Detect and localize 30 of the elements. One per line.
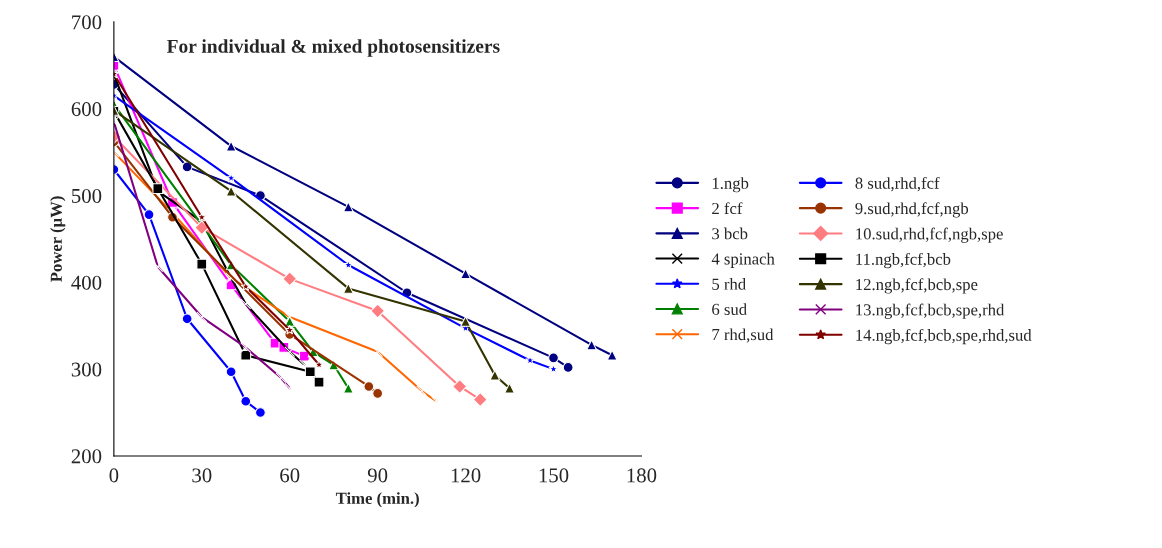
legend-label: 13.ngb,fcf,bcb,spe,rhd	[856, 303, 1005, 319]
x-tick-label: 150	[539, 468, 569, 483]
legend-label: 6 sud	[712, 303, 747, 315]
x-tick-label: 180	[627, 468, 657, 483]
legend-label: 7 rhd,sud	[712, 328, 774, 343]
legend-label: 8 sud,rhd,fcf	[855, 176, 940, 192]
y-tick-label: 300	[71, 362, 102, 377]
legend-label: 5 rhd	[712, 278, 746, 290]
y-tick-label: 500	[72, 188, 102, 203]
legend-label: 10.sud,rhd,fcf,ngb,spe	[856, 227, 1003, 243]
text: For individual & mixed photosensitizers	[166, 39, 500, 57]
legend-label: 2 fcf	[712, 202, 743, 215]
legend-label: 1.ngb	[712, 177, 749, 193]
x-tick-label: 0	[109, 468, 119, 483]
y-tick-label: 700	[72, 15, 102, 30]
y-tick-label: 600	[71, 102, 102, 117]
x-axis-title: Time (min.)	[335, 492, 419, 508]
legend-label: 4 spinach	[711, 252, 775, 268]
legend-label: 3 bcb	[712, 227, 748, 240]
y-tick-label: 200	[71, 449, 102, 464]
x-tick-label: 90	[367, 468, 388, 483]
y-axis-title: Power (µW)	[50, 196, 66, 282]
legend-label: 12.ngb,fcf,bcb,spe	[856, 278, 978, 294]
x-tick-label: 120	[451, 468, 481, 483]
legend-label: 11.ngb,fcf,bcb	[856, 252, 951, 269]
legend-label: 9.sud,rhd,fcf,ngb	[855, 202, 969, 218]
legend-label: 14.ngb,fcf,bcb,spe,rhd,sud	[856, 328, 1032, 345]
x-tick-label: 30	[192, 468, 212, 483]
y-tick-label: 400	[71, 275, 102, 290]
x-tick-label: 60	[280, 468, 300, 483]
